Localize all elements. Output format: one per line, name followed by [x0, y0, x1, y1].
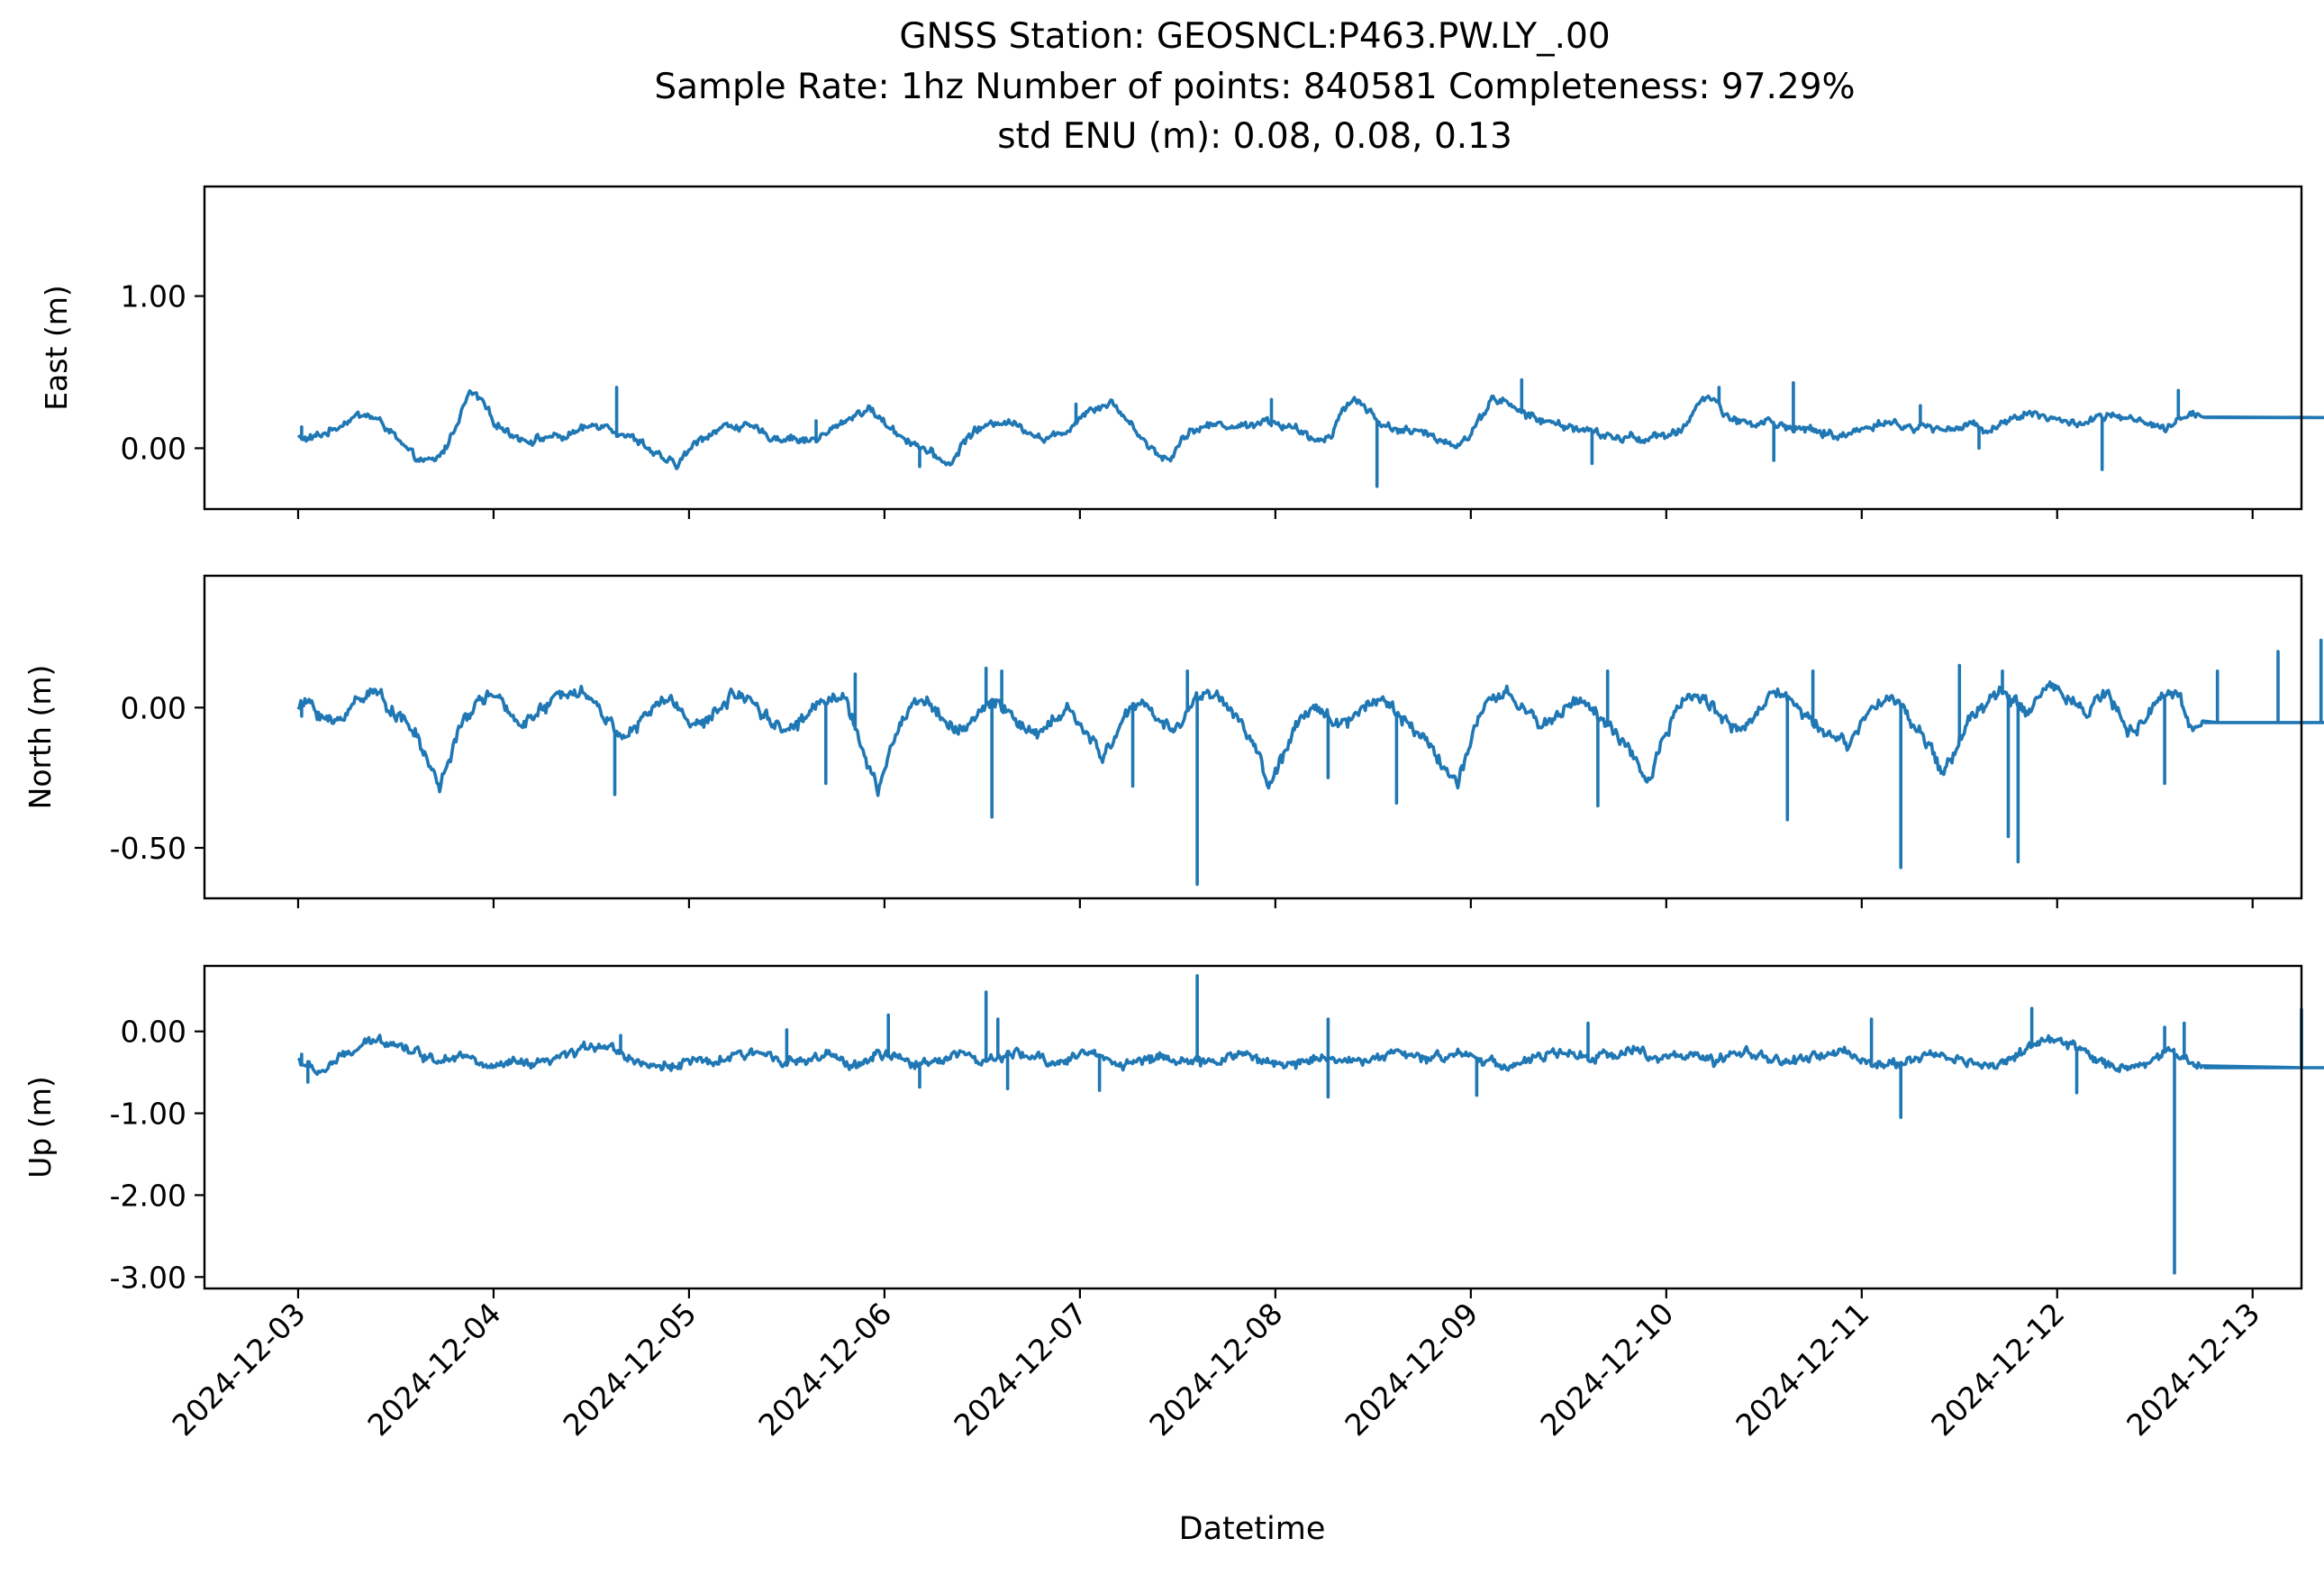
chart-title-line-2: Sample Rate: 1hz Number of points: 84058… [654, 67, 1855, 107]
north-plot-line [296, 638, 2324, 887]
east-plot-line [296, 378, 2324, 488]
x-tick-label: 2024-12-05 [556, 1296, 703, 1443]
north-plot-frame [203, 574, 2303, 900]
east-plot-frame [203, 185, 2303, 511]
x-tick-label: 2024-12-04 [360, 1296, 507, 1443]
north-series-line [296, 638, 2324, 887]
chart-title-line-1: GNSS Station: GEOSNCL:P463.PW.LY_.00 [899, 16, 1610, 57]
east-x-ticks [296, 509, 2254, 519]
panel-north: 0.00 -0.50 North (m) [23, 574, 2324, 908]
north-y-tick-label: -0.50 [110, 831, 186, 866]
x-tick-label: 2024-12-10 [1533, 1296, 1680, 1443]
up-plot-frame [203, 964, 2303, 1290]
up-y-tick-label: -2.00 [110, 1178, 186, 1213]
x-tick-label: 2024-12-07 [947, 1296, 1094, 1443]
east-ylabel: East (m) [39, 285, 74, 411]
x-tick-label: 2024-12-08 [1142, 1296, 1289, 1443]
north-ylabel: North (m) [23, 665, 58, 810]
east-y-ticks: 1.00 0.00 [121, 279, 204, 466]
north-y-ticks: 0.00 -0.50 [110, 690, 204, 866]
up-y-tick-label: 0.00 [121, 1015, 186, 1050]
up-y-tick-label: -1.00 [110, 1097, 186, 1132]
north-x-ticks [296, 898, 2254, 908]
up-x-ticks [296, 1288, 2254, 1298]
x-tick-label: 2024-12-13 [2120, 1296, 2266, 1443]
up-y-ticks: 0.00 -1.00 -2.00 -3.00 [110, 1015, 204, 1295]
up-y-tick-label: -3.00 [110, 1260, 186, 1295]
x-tick-label: 2024-12-11 [1729, 1296, 1875, 1443]
up-ylabel: Up (m) [23, 1076, 58, 1179]
x-tick-label: 2024-12-12 [1924, 1296, 2071, 1443]
panel-up: 0.00 -1.00 -2.00 -3.00 2024-12-03 2024-12-04… [23, 964, 2324, 1443]
x-tick-label: 2024-12-06 [751, 1296, 898, 1443]
x-axis-label: Datetime [1179, 1511, 1326, 1547]
east-y-tick-label: 0.00 [121, 431, 186, 466]
east-series-line [296, 378, 2324, 488]
east-y-tick-label: 1.00 [121, 279, 186, 314]
up-series-line [296, 974, 2324, 1275]
panel-east: 1.00 0.00 East (m) [39, 185, 2324, 519]
x-tick-label: 2024-12-03 [165, 1296, 312, 1443]
chart-title-line-3: std ENU (m): 0.08, 0.08, 0.13 [997, 116, 1512, 157]
x-tick-label: 2024-12-09 [1338, 1296, 1484, 1443]
up-plot-line [296, 974, 2324, 1275]
x-tick-labels: 2024-12-03 2024-12-04 2024-12-05 2024-12-06… [165, 1296, 2266, 1443]
north-y-tick-label: 0.00 [121, 690, 186, 725]
